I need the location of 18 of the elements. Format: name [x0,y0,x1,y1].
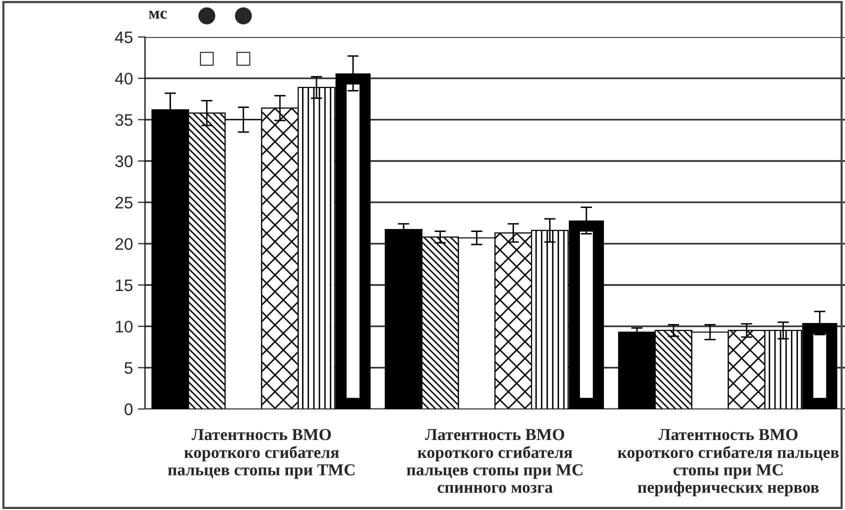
y-axis-title: мс [148,10,167,19]
text: ● [234,7,252,24]
y-tick-label: 25 [115,196,132,209]
y-tick-label: 10 [116,320,133,333]
y-tick-label: 5 [124,362,132,374]
x-tick-label: Латентность ВМО короткого сгибателя пальцев стопы при МС спинного мозга [406,428,582,493]
x-tick-label: Латентность ВМО короткого сгибателя пальцев стопы при МС периферических нервов [618,428,839,496]
annotation: □ [236,52,250,66]
annotation: □ [200,52,214,66]
y-tick-label: 45 [115,32,132,44]
y-tick-label: 20 [115,238,133,250]
text: ● [198,7,216,24]
x-tick-label: Латентность ВМО короткого сгибателя пальцев стопы при ТМС [168,428,354,479]
y-tick-label: 35 [115,114,132,126]
y-tick-label: 0 [124,403,133,416]
y-tick-label: 15 [116,280,132,292]
y-tick-label: 30 [115,155,133,168]
y-tick-label: 40 [115,72,133,85]
